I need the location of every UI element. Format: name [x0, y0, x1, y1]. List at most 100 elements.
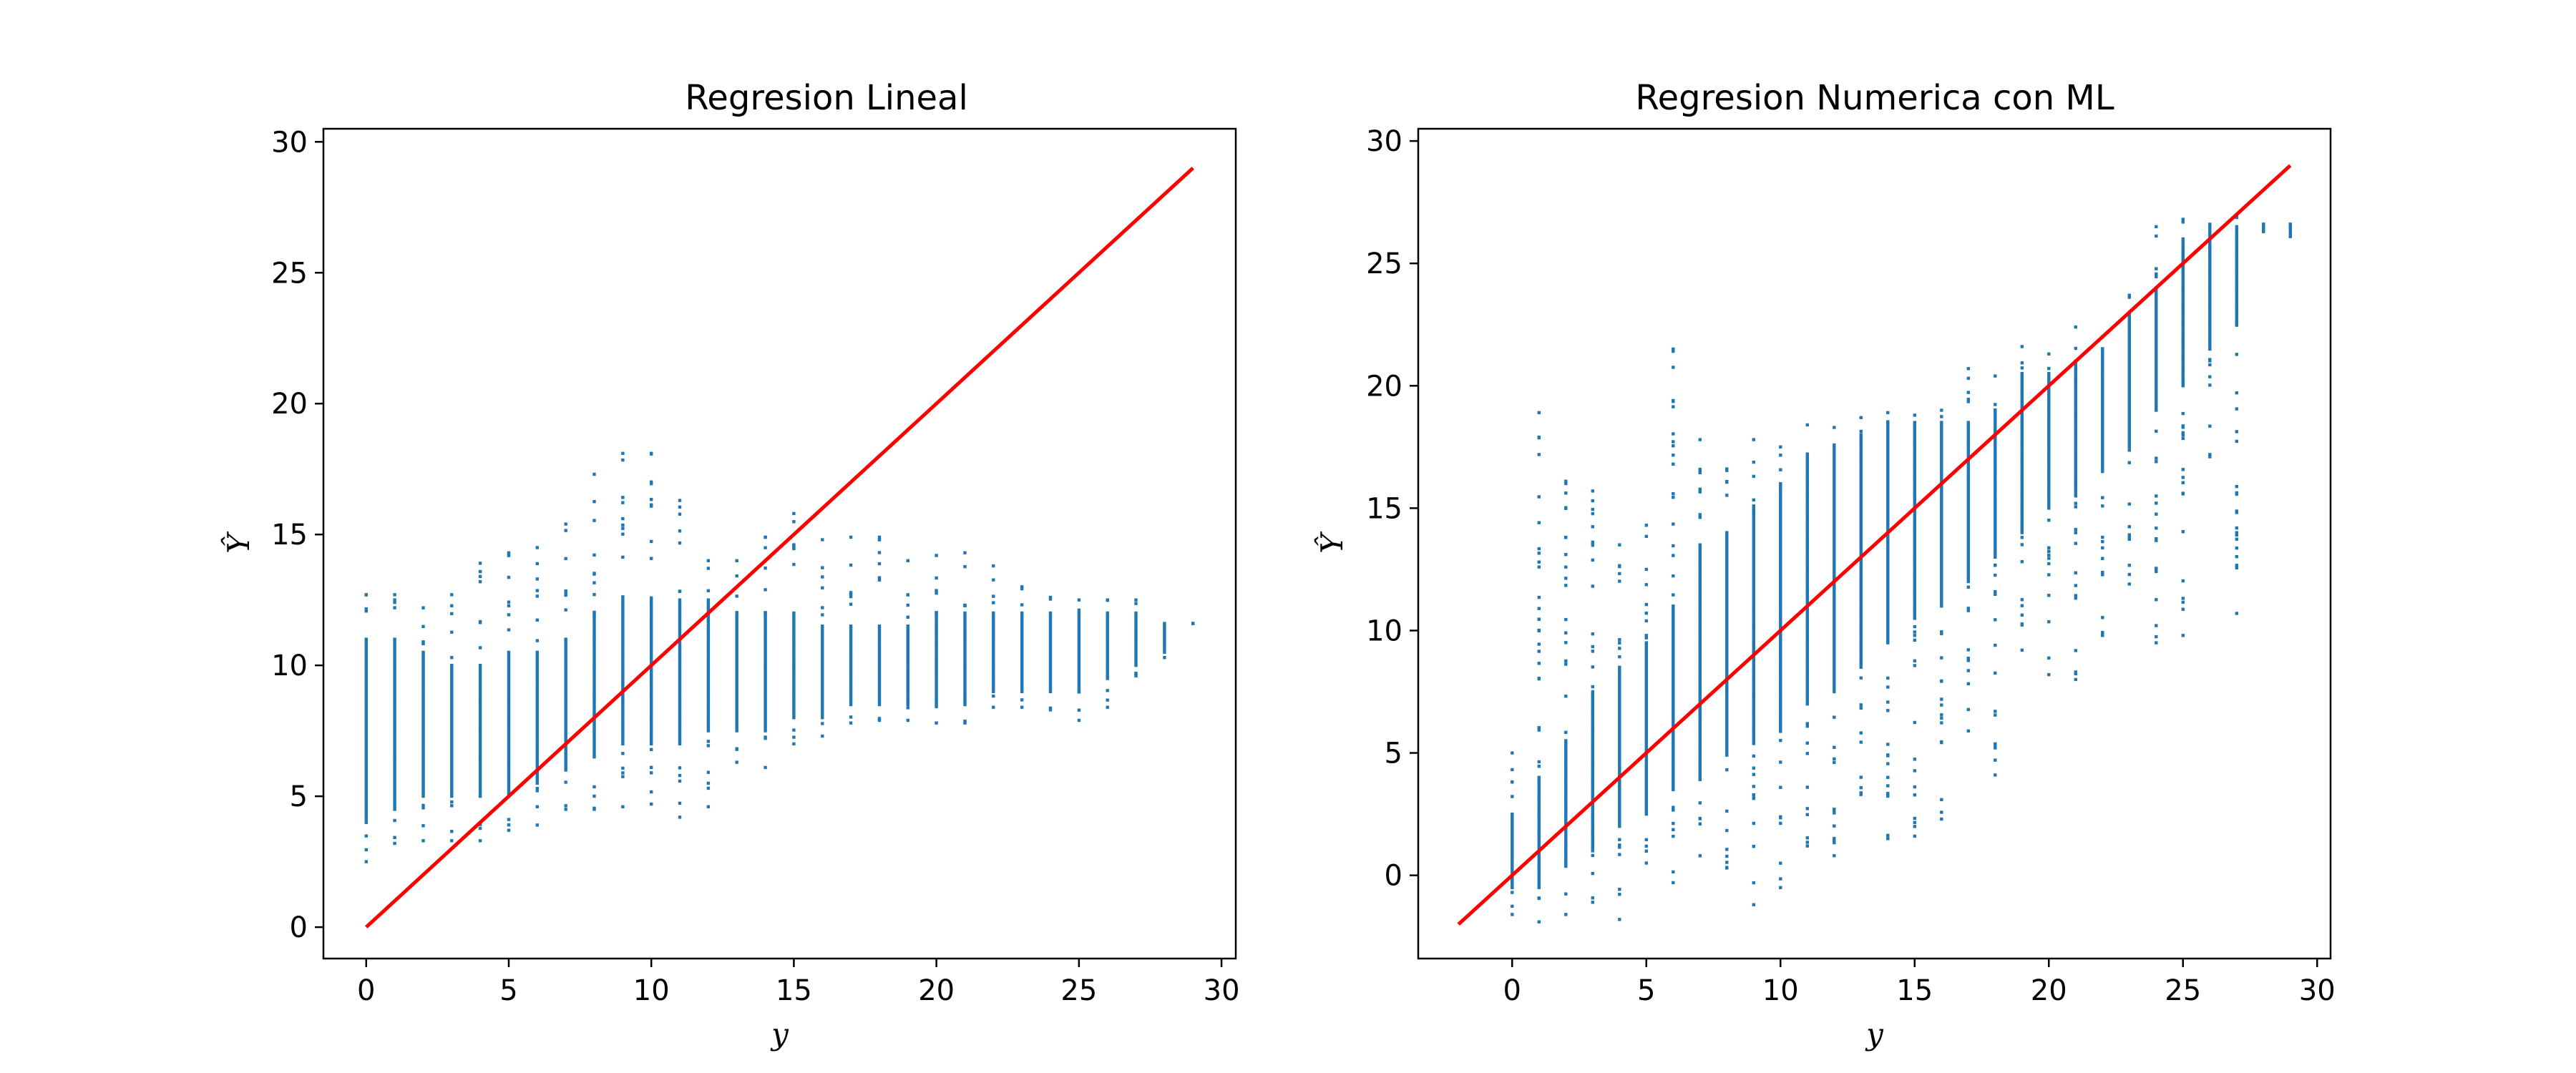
- scatter-point: [1913, 428, 1916, 432]
- scatter-point: [1537, 837, 1541, 841]
- scatter-point: [1913, 634, 1916, 637]
- scatter-point: [450, 718, 454, 722]
- scatter-point: [2127, 449, 2131, 452]
- scatter-point: [1672, 739, 1675, 743]
- scatter-point: [1805, 501, 1809, 505]
- scatter-point: [849, 594, 853, 599]
- scatter-point: [364, 593, 368, 597]
- scatter-point: [450, 804, 454, 808]
- scatter-point: [792, 666, 796, 670]
- scatter-point: [2047, 469, 2051, 474]
- scatter-point: [1537, 881, 1541, 885]
- scatter-point: [364, 740, 368, 743]
- scatter-point: [849, 645, 853, 649]
- scatter-point: [1134, 645, 1138, 649]
- scatter-point: [1020, 705, 1024, 709]
- scatter-point: [2074, 413, 2077, 417]
- scatter-point: [2074, 450, 2077, 454]
- scatter-point: [1940, 443, 1943, 446]
- scatter-point: [1779, 719, 1782, 723]
- scatter-point: [2047, 411, 2051, 415]
- scatter-point: [1537, 795, 1541, 799]
- scatter-point: [1048, 679, 1053, 683]
- scatter-point: [706, 713, 711, 717]
- scatter-point: [1940, 489, 1943, 493]
- scatter-point: [592, 748, 596, 751]
- scatter-point: [1886, 465, 1890, 469]
- scatter-point: [2235, 252, 2238, 255]
- scatter-point: [1859, 440, 1863, 444]
- scatter-point: [1077, 642, 1081, 647]
- scatter-point: [1672, 780, 1675, 784]
- scatter-point: [2127, 403, 2131, 407]
- scatter-point: [1672, 710, 1675, 713]
- scatter-point: [1537, 878, 1541, 882]
- scatter-point: [1698, 584, 1702, 589]
- scatter-point: [621, 737, 625, 740]
- scatter-point: [1966, 472, 1970, 476]
- scatter-point: [2127, 323, 2131, 326]
- scatter-point: [478, 710, 482, 715]
- scatter-point: [1698, 646, 1702, 650]
- scatter-point: [1859, 550, 1863, 554]
- scatter-point: [1564, 849, 1568, 853]
- scatter-point: [992, 682, 995, 685]
- scatter-point: [421, 768, 425, 772]
- scatter-point: [1994, 529, 1997, 532]
- scatter-point: [1913, 438, 1916, 441]
- scatter-point: [2181, 217, 2185, 221]
- scatter-point: [1752, 634, 1755, 637]
- scatter-point: [1752, 607, 1755, 610]
- scatter-point: [2127, 408, 2131, 412]
- scatter-point: [935, 666, 938, 670]
- scatter-point: [393, 710, 396, 715]
- scatter-point: [1805, 465, 1809, 469]
- scatter-point: [1511, 822, 1514, 825]
- scatter-point: [1913, 482, 1916, 486]
- scatter-point: [2074, 489, 2077, 493]
- scatter-point: [1913, 450, 1916, 454]
- scatter-point: [2020, 509, 2024, 512]
- scatter-point: [2020, 366, 2024, 370]
- scatter-point: [1805, 675, 1809, 679]
- scatter-point: [2020, 386, 2024, 390]
- scatter-point: [1698, 822, 1702, 825]
- scatter-point: [1698, 602, 1702, 605]
- scatter-point: [1859, 416, 1863, 419]
- scatter-point: [1591, 751, 1594, 755]
- scatter-point: [1859, 565, 1863, 569]
- scatter-point: [849, 656, 853, 660]
- scatter-point: [1779, 558, 1782, 562]
- scatter-point: [1805, 479, 1809, 483]
- scatter-point: [1940, 656, 1943, 660]
- scatter-point: [564, 765, 567, 770]
- scatter-point: [1833, 841, 1836, 845]
- scatter-point: [1779, 489, 1782, 493]
- scatter-point: [1725, 531, 1729, 534]
- scatter-point: [592, 690, 596, 693]
- scatter-point: [507, 784, 511, 788]
- scatter-point: [1511, 891, 1514, 894]
- scatter-point: [1994, 484, 1997, 488]
- scatter-point: [1886, 565, 1890, 569]
- scatter-point: [1618, 705, 1621, 708]
- scatter-point: [821, 697, 824, 701]
- scatter-point: [450, 671, 454, 675]
- scatter-point: [963, 635, 967, 639]
- scatter-point: [1859, 786, 1863, 790]
- scatter-point: [1698, 773, 1702, 777]
- scatter-point: [1833, 494, 1836, 498]
- scatter-point: [1618, 808, 1621, 811]
- scatter-point: [1859, 526, 1863, 529]
- scatter-point: [1725, 567, 1729, 572]
- scatter-point: [450, 669, 454, 672]
- scatter-point: [763, 653, 767, 657]
- scatter-point: [2155, 325, 2158, 329]
- scatter-point: [1618, 700, 1621, 703]
- scatter-point: [1940, 721, 1943, 725]
- scatter-point: [2288, 235, 2292, 238]
- scatter-point: [1618, 780, 1621, 784]
- scatter-point: [621, 718, 625, 722]
- scatter-point: [1725, 604, 1729, 608]
- scatter-point: [621, 606, 625, 609]
